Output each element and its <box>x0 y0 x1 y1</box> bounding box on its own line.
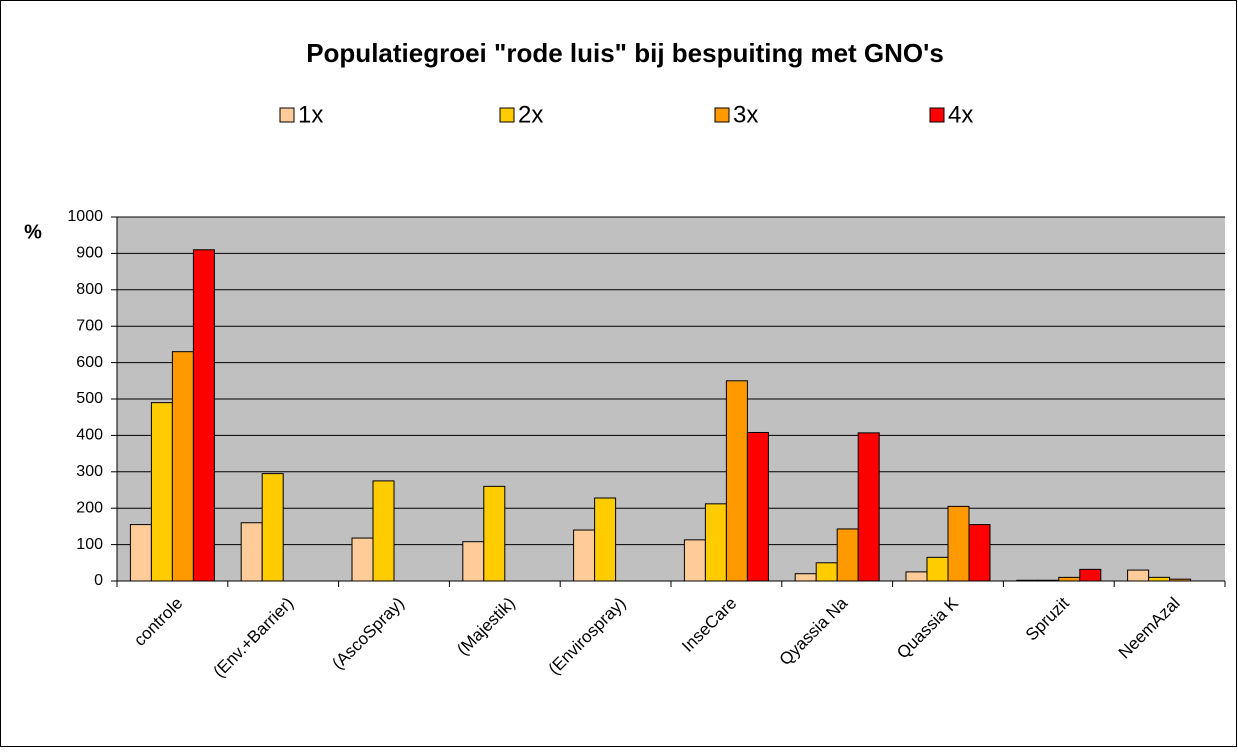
bar <box>192 249 215 582</box>
y-axis-label: % <box>24 221 42 243</box>
legend-label: 3x <box>733 101 758 128</box>
bar <box>1127 569 1150 582</box>
bar <box>483 485 506 582</box>
legend-label: 1x <box>298 101 323 128</box>
bar <box>683 539 706 582</box>
bar <box>926 556 949 582</box>
y-tick-label: 400 <box>76 427 103 444</box>
bar <box>704 503 727 582</box>
legend-label: 2x <box>518 101 543 128</box>
y-tick-label: 0 <box>94 572 103 589</box>
bar <box>905 571 928 582</box>
bar <box>129 524 152 582</box>
bar <box>1058 576 1081 582</box>
bar <box>815 562 838 582</box>
bar <box>573 529 596 582</box>
bar <box>594 497 617 582</box>
bar <box>836 528 859 582</box>
bar <box>1016 579 1039 582</box>
y-tick-label: 300 <box>76 463 103 480</box>
bar <box>968 524 991 582</box>
legend-label: 4x <box>948 101 973 128</box>
legend-swatch <box>499 107 515 123</box>
y-tick-label: 700 <box>76 317 103 334</box>
bar <box>351 537 374 582</box>
y-tick-label: 600 <box>76 354 103 371</box>
bar <box>171 351 194 582</box>
bar <box>794 573 817 582</box>
y-tick-label: 1000 <box>67 208 103 225</box>
y-tick-label: 100 <box>76 536 103 553</box>
y-tick-label: 800 <box>76 281 103 298</box>
legend-swatch <box>714 107 730 123</box>
bar <box>462 541 485 582</box>
y-tick-label: 900 <box>76 245 103 262</box>
bar <box>947 505 970 582</box>
legend-swatch <box>929 107 945 123</box>
bar <box>1148 576 1171 582</box>
bar <box>857 432 880 582</box>
chart-title: Populatiegroei "rode luis" bij bespuitin… <box>306 38 944 68</box>
legend-swatch <box>279 107 295 123</box>
bar <box>150 402 173 582</box>
y-tick-label: 500 <box>76 390 103 407</box>
y-tick-label: 200 <box>76 499 103 516</box>
bar <box>1037 579 1060 582</box>
bar <box>1169 578 1192 582</box>
bar <box>725 380 748 582</box>
bar <box>261 473 284 582</box>
bar <box>240 522 263 582</box>
bar <box>1079 568 1102 582</box>
bar <box>372 480 395 582</box>
bar <box>746 431 769 582</box>
